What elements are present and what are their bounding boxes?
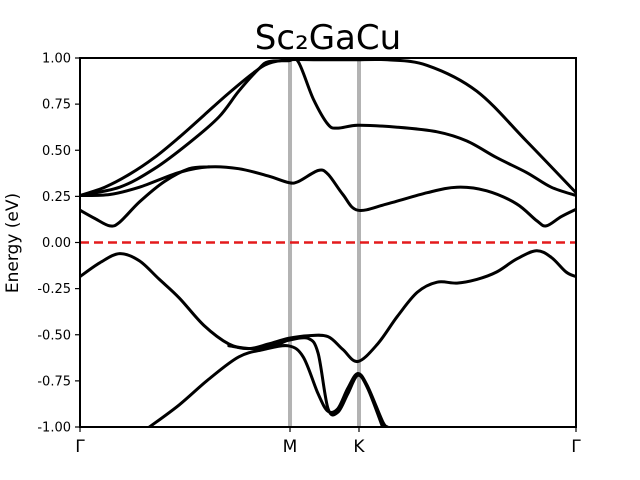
y-tick-label: 0.25 [42, 190, 71, 205]
y-tick-label: 0.00 [42, 236, 71, 251]
band-line-2 [80, 165, 576, 228]
y-tick-label: -0.75 [37, 374, 71, 389]
y-tick-label: -0.25 [37, 282, 71, 297]
x-tick-label: K [353, 437, 365, 457]
plot-frame [79, 57, 577, 428]
y-tick-label: 0.75 [42, 98, 71, 113]
band-line-4 [80, 249, 576, 364]
bands-group [80, 58, 576, 427]
y-tick-label: 0.50 [42, 144, 71, 159]
y-ticks: 1.00 0.75 0.50 0.25 0.00 -0.25 -0.50 -0.75 -1.00 [37, 52, 80, 436]
x-tick-label: Γ [571, 437, 581, 457]
band-line-1 [80, 58, 576, 197]
chart-title: Sc₂GaCu [255, 18, 401, 58]
y-tick-label: -1.00 [37, 421, 71, 436]
y-axis-label: Energy (eV) [3, 193, 23, 293]
y-tick-label: -0.50 [37, 328, 71, 343]
band-line-0 [80, 58, 576, 197]
band-line-3 [80, 165, 211, 228]
x-tick-label: M [283, 437, 298, 457]
y-tick-label: 1.00 [42, 52, 71, 67]
band-line-6 [227, 336, 385, 427]
x-tick-label: Γ [75, 437, 85, 457]
